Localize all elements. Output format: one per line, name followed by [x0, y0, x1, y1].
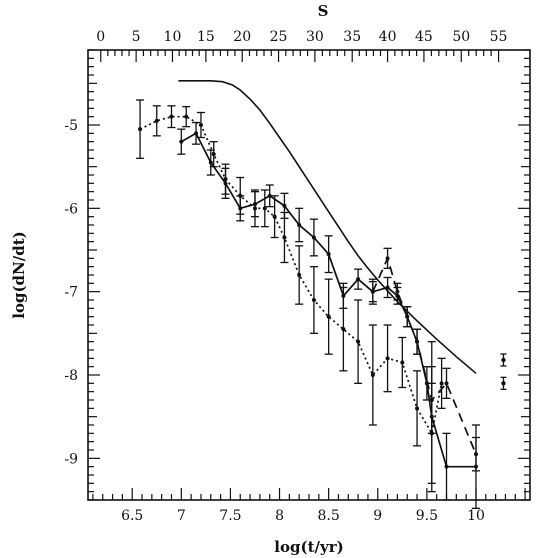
- data-point: [184, 114, 189, 119]
- y-tick-label: -7: [64, 285, 78, 301]
- data-point: [154, 118, 159, 123]
- data-point: [400, 360, 405, 365]
- y-tick-label: -6: [64, 201, 78, 217]
- side-marker: [501, 381, 506, 386]
- top-tick-label: 0: [96, 29, 105, 45]
- side-marker: [501, 357, 506, 363]
- data-point: [311, 298, 316, 302]
- data-point: [282, 235, 287, 240]
- y-tick-label: -8: [64, 368, 78, 384]
- top-tick-label: 10: [164, 29, 182, 45]
- data-point: [385, 285, 390, 290]
- data-point: [208, 160, 213, 165]
- series-layer: [136, 80, 507, 509]
- top-axis-label: S: [318, 2, 329, 20]
- data-point: [370, 289, 375, 294]
- data-point: [444, 381, 449, 386]
- top-tick-label: 5: [132, 29, 141, 45]
- data-point: [356, 339, 361, 344]
- data-point: [272, 214, 277, 219]
- data-point: [444, 464, 449, 469]
- data-point: [252, 202, 257, 207]
- data-point: [473, 452, 478, 457]
- data-point: [395, 289, 400, 294]
- data-point: [439, 381, 444, 386]
- data-point: [385, 256, 390, 261]
- x-tick-label: 7: [177, 508, 186, 524]
- data-point: [282, 203, 287, 208]
- data-point: [356, 277, 361, 282]
- x-tick-label: 6.5: [121, 508, 143, 524]
- data-point: [385, 356, 390, 361]
- data-point: [138, 127, 143, 132]
- top-tick-label: 40: [379, 29, 397, 45]
- data-point: [297, 223, 302, 227]
- data-point: [169, 114, 174, 119]
- x-tick-label: 9.5: [416, 508, 438, 524]
- top-tick-label: 50: [452, 29, 470, 45]
- top-tick-label: 25: [270, 29, 288, 45]
- series-line-solid-thin: [178, 80, 477, 374]
- data-point: [223, 181, 228, 186]
- plot-frame: [87, 49, 531, 501]
- data-point: [238, 206, 243, 211]
- y-tick-label: -5: [64, 118, 78, 134]
- data-point: [179, 139, 184, 144]
- top-tick-label: 15: [197, 29, 215, 45]
- top-tick-label: 35: [343, 29, 361, 45]
- data-point: [370, 373, 375, 377]
- data-point: [262, 206, 267, 211]
- top-tick-label: 45: [415, 29, 433, 45]
- x-tick-label: 9: [373, 508, 382, 524]
- y-tick-label: -9: [64, 451, 78, 467]
- data-point: [326, 314, 331, 319]
- top-tick-label: 20: [233, 29, 251, 45]
- data-point: [326, 252, 331, 257]
- data-point: [341, 327, 346, 332]
- data-point: [297, 273, 302, 277]
- tick-labels: 6.5 7 7.5 8 8.5 9 9.5 10 -5 -6 -7 -8 -9 0 5 10 15 20 25 30 3…: [64, 29, 507, 524]
- data-point: [429, 398, 434, 402]
- axis-ticks: [88, 49, 530, 501]
- x-tick-label: 8.5: [318, 508, 340, 524]
- data-point: [211, 152, 216, 157]
- data-point: [341, 293, 346, 298]
- top-tick-label: 55: [490, 29, 508, 45]
- series-line-dashed: [372, 255, 477, 455]
- data-point: [198, 123, 203, 127]
- data-point: [415, 406, 420, 411]
- data-point: [267, 193, 272, 198]
- x-tick-label: 7.5: [219, 508, 241, 524]
- y-axis-label: log(dN/dt): [10, 231, 28, 318]
- data-point: [415, 339, 420, 344]
- data-point: [405, 314, 410, 319]
- x-tick-label: 10: [467, 508, 485, 524]
- series-line-dotted: [139, 115, 443, 436]
- x-axis-label: log(t/yr): [274, 538, 343, 556]
- x-tick-label: 8: [275, 508, 284, 524]
- data-point: [194, 131, 199, 136]
- top-tick-label: 30: [306, 29, 324, 45]
- data-point: [311, 235, 316, 240]
- series-line-solid: [180, 132, 476, 468]
